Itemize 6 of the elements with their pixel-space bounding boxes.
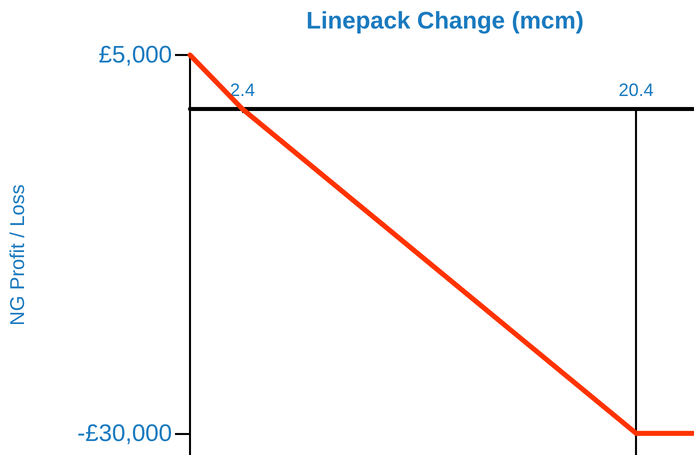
chart-title: Linepack Change (mcm) (306, 8, 584, 34)
y-tick-label: £5,000 (98, 42, 172, 68)
x-tick-label: 2.4 (230, 80, 256, 100)
y-tick-label: -£30,000 (77, 420, 172, 447)
x-tick-label: 20.4 (618, 80, 654, 100)
y-axis-title: NG Profit / Loss (7, 184, 29, 326)
